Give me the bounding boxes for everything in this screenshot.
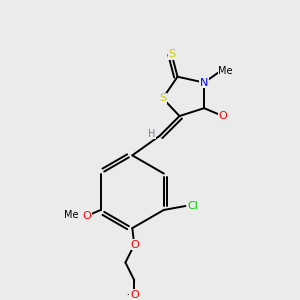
Text: O: O [82, 211, 91, 221]
Text: O: O [130, 290, 139, 300]
Text: O: O [218, 111, 227, 121]
Text: Cl: Cl [188, 201, 199, 211]
Text: S: S [168, 49, 175, 59]
Text: N: N [200, 78, 208, 88]
Text: S: S [159, 93, 166, 103]
Text: O: O [130, 240, 139, 250]
Text: Me: Me [218, 66, 233, 76]
Text: H: H [148, 129, 156, 139]
Text: Me: Me [64, 210, 79, 220]
